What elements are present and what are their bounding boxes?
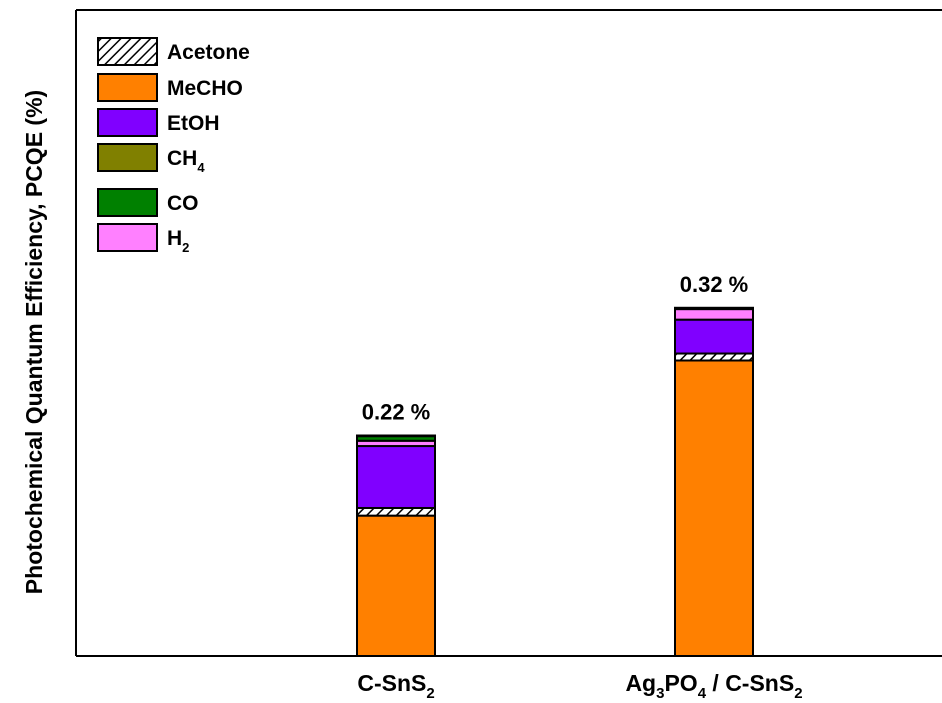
total-label-1: 0.32 % — [680, 272, 749, 297]
bar-segment-h-1 — [674, 308, 754, 321]
bar-segment-ch-0 — [356, 434, 436, 438]
legend-label-h: H2​ — [167, 227, 189, 255]
legend: Acetone MeCHO EtOH CH4​ CO H2​ — [97, 37, 250, 255]
legend-swatch-co — [97, 188, 158, 217]
legend-label-acetone: Acetone — [167, 41, 250, 64]
chart-text: C-SnS2​ Ag3​PO4​ / C-SnS2​ Photochemical Q… — [21, 90, 803, 702]
bars: 0.22 % 0.32 % — [356, 272, 754, 657]
legend-label-etoh: EtOH — [167, 112, 220, 135]
x-tick-label-1: Ag3​PO4​ / C-SnS2​ — [625, 670, 802, 702]
total-label-0: 0.22 % — [362, 399, 431, 424]
x-tick-label-0: C-SnS2​ — [357, 670, 434, 702]
bar-segment-etoh-0 — [356, 445, 436, 509]
bar-segment-etoh-1 — [674, 318, 754, 355]
bar-segment-acetone-1 — [674, 352, 754, 362]
legend-swatch-ch — [97, 143, 158, 172]
legend-swatch-etoh — [97, 108, 158, 137]
legend-label-ch: CH4​ — [167, 147, 205, 175]
bar-segment-mecho-0 — [356, 514, 436, 657]
legend-label-co: CO — [167, 192, 199, 215]
bar-segment-acetone-0 — [356, 506, 436, 517]
bar-segment-ch-1 — [674, 306, 754, 310]
plot-area — [75, 9, 942, 657]
legend-swatch-mecho — [97, 73, 158, 102]
y-axis-label: Photochemical Quantum Efficiency, PCQE (… — [21, 90, 47, 594]
legend-swatch-acetone — [97, 37, 158, 66]
bar-segment-mecho-1 — [674, 359, 754, 657]
legend-swatch-h — [97, 223, 158, 252]
legend-label-mecho: MeCHO — [167, 77, 243, 100]
